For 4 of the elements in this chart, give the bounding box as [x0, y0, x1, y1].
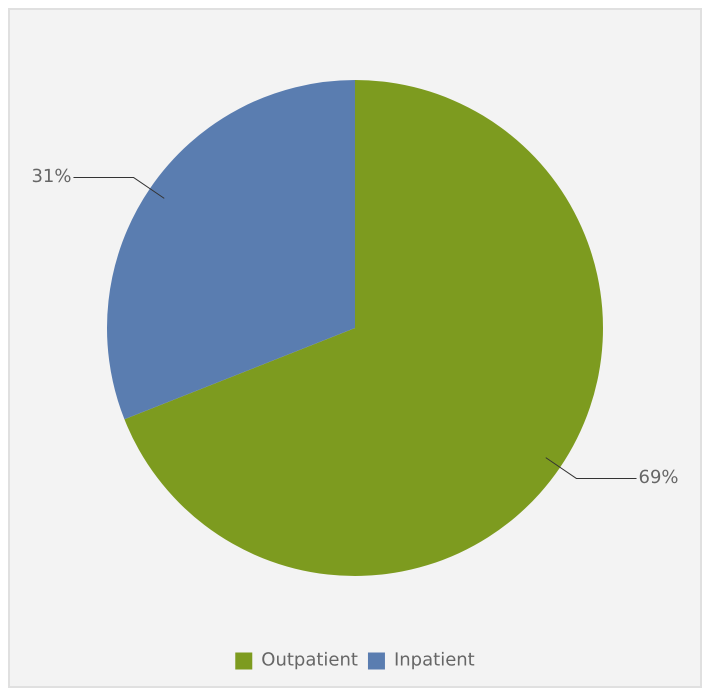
data-label: 69%: [638, 467, 679, 488]
legend-label: Outpatient: [261, 650, 358, 671]
data-label: 31%: [31, 166, 72, 188]
legend-label: Inpatient: [394, 650, 475, 671]
